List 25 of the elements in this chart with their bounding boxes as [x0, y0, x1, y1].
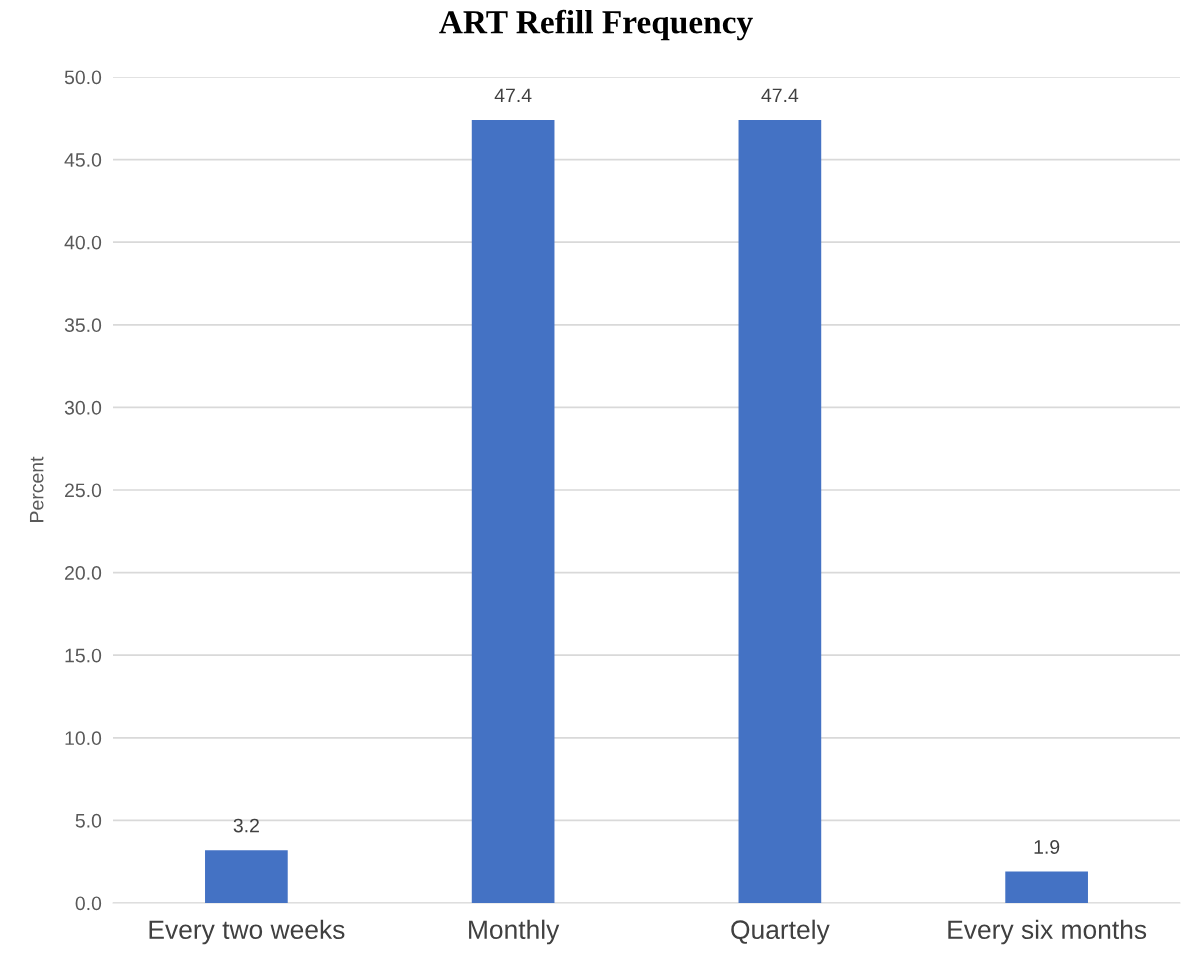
bar — [205, 850, 288, 903]
y-tick-label: 30.0 — [64, 400, 102, 415]
y-tick-label: 10.0 — [65, 731, 102, 746]
y-tick-label: 45.0 — [64, 153, 102, 167]
bar — [471, 119, 555, 903]
x-tick-label: Every two weeks — [149, 919, 345, 945]
bar — [738, 119, 822, 903]
x-tick-label: Quartely — [731, 919, 830, 945]
data-label: 47.4 — [494, 88, 532, 103]
y-tick-label: 15.0 — [65, 648, 102, 663]
y-tick-label: 25.0 — [65, 483, 102, 498]
data-label: 47.4 — [761, 88, 799, 103]
data-label: 3.2 — [233, 818, 259, 833]
y-tick-label: 20.0 — [65, 566, 102, 580]
y-axis-title: Percent — [29, 456, 44, 522]
data-label: 1.9 — [1034, 840, 1060, 854]
x-tick-label: Every six months — [948, 919, 1147, 945]
y-tick-label: 40.0 — [64, 235, 102, 250]
y-tick-label: 50.0 — [64, 70, 102, 85]
y-tick-label: 5.0 — [75, 813, 102, 828]
x-tick-label: Monthly — [469, 919, 560, 945]
bar — [1005, 871, 1088, 903]
chart-title: ART Refill Frequency — [439, 9, 753, 41]
y-tick-label: 35.0 — [64, 318, 102, 333]
y-tick-label: 0.0 — [75, 896, 102, 911]
